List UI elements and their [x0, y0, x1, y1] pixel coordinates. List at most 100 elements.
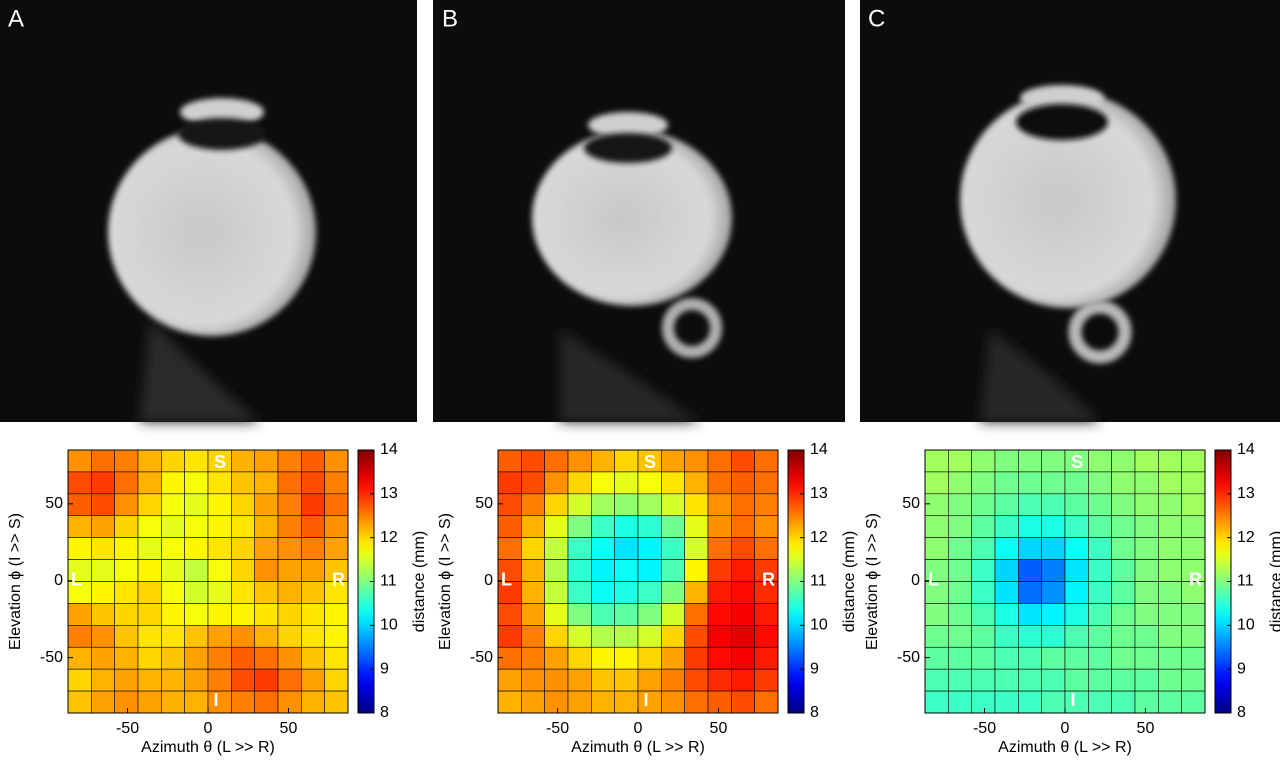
heat-cell	[137, 559, 162, 582]
heat-cell	[277, 690, 302, 714]
heat-cell	[301, 471, 325, 495]
heat-cell	[1158, 559, 1182, 582]
heat-cell	[591, 493, 615, 517]
heat-cell	[521, 449, 545, 473]
heat-cell	[544, 449, 569, 473]
y-axis-label: Elevation ϕ (I >> S)	[7, 513, 24, 650]
heat-cell	[1181, 625, 1206, 648]
heat-cell	[91, 559, 115, 582]
colorbar-tick-label: 11	[810, 573, 827, 590]
heat-cell	[1088, 646, 1112, 670]
heat-cell	[1041, 493, 1066, 517]
colorbar-tick-label: 12	[1237, 529, 1255, 546]
heat-cell	[324, 515, 349, 538]
heat-cell	[207, 515, 232, 538]
heat-cell	[114, 471, 139, 495]
mri-image	[0, 0, 417, 422]
heat-cell	[184, 493, 209, 517]
heat-cell	[161, 646, 185, 670]
heat-cell	[497, 493, 522, 517]
heat-cell	[231, 581, 255, 604]
heat-cell	[254, 449, 279, 473]
heat-cell	[994, 690, 1019, 714]
heat-cell	[1041, 559, 1066, 582]
heat-cell	[114, 668, 139, 692]
heat-cell	[924, 537, 949, 560]
heat-cell	[637, 493, 662, 517]
heat-cell	[614, 646, 639, 670]
heat-cell	[637, 603, 662, 626]
heat-cell	[254, 493, 279, 517]
heat-cell	[1041, 537, 1066, 560]
annotation: I	[643, 690, 648, 710]
heat-cell	[254, 690, 279, 714]
heat-cell	[567, 625, 592, 648]
heat-cell	[637, 559, 662, 582]
heat-cell	[948, 690, 972, 714]
heat-cell	[91, 493, 115, 517]
heat-cell	[254, 515, 279, 538]
heat-cell	[971, 559, 996, 582]
heat-cell	[1158, 581, 1182, 604]
heat-cell	[207, 471, 232, 495]
heat-cell	[207, 646, 232, 670]
heat-cell	[1134, 603, 1159, 626]
heat-cell	[1041, 603, 1066, 626]
y-tick-label: -50	[470, 649, 493, 666]
heat-cell	[994, 515, 1019, 538]
heat-cell	[137, 646, 162, 670]
x-tick-label: -50	[973, 720, 996, 737]
heat-cell	[754, 690, 779, 714]
heat-cell	[1041, 690, 1066, 714]
heat-cell	[544, 603, 569, 626]
heat-cell	[1158, 603, 1182, 626]
annotation: R	[1189, 569, 1202, 589]
heat-cell	[497, 537, 522, 560]
heat-cell	[971, 471, 996, 495]
heat-cell	[1064, 581, 1089, 604]
heat-cell	[948, 603, 972, 626]
panel-label: C	[868, 5, 885, 32]
heat-cell	[591, 537, 615, 560]
y-tick-label: 0	[911, 572, 920, 589]
heat-cell	[67, 603, 92, 626]
heat-cell	[231, 537, 255, 560]
heat-cell	[521, 471, 545, 495]
x-tick-label: 0	[634, 720, 643, 737]
heat-cell	[1111, 471, 1136, 495]
heat-cell	[184, 537, 209, 560]
heat-cell	[924, 493, 949, 517]
heat-cell	[1134, 690, 1159, 714]
heat-cell	[137, 668, 162, 692]
x-tick-label: 50	[1137, 720, 1155, 737]
heat-cell	[231, 471, 255, 495]
heat-cell	[1018, 581, 1042, 604]
heat-cell	[254, 581, 279, 604]
heat-cell	[67, 449, 92, 473]
heat-cell	[567, 559, 592, 582]
heat-cell	[754, 493, 779, 517]
heat-cell	[1111, 603, 1136, 626]
heat-cell	[1018, 537, 1042, 560]
heat-cell	[684, 493, 709, 517]
heat-cell	[1134, 515, 1159, 538]
heat-cell	[661, 646, 685, 670]
heat-cell	[1041, 471, 1066, 495]
annotation: R	[762, 569, 775, 589]
heat-cell	[567, 603, 592, 626]
y-axis-label: Elevation ϕ (I >> S)	[864, 513, 881, 650]
heat-cell	[971, 625, 996, 648]
heat-cell	[614, 471, 639, 495]
heat-cell	[67, 690, 92, 714]
heat-cell	[731, 493, 755, 517]
heat-cell	[1111, 493, 1136, 517]
x-tick-label: 0	[204, 720, 213, 737]
heat-cell	[994, 537, 1019, 560]
heat-cell	[544, 493, 569, 517]
heat-cell	[707, 537, 732, 560]
heat-cell	[521, 581, 545, 604]
heat-cell	[161, 537, 185, 560]
annotation: S	[1071, 452, 1083, 472]
heat-cell	[591, 668, 615, 692]
